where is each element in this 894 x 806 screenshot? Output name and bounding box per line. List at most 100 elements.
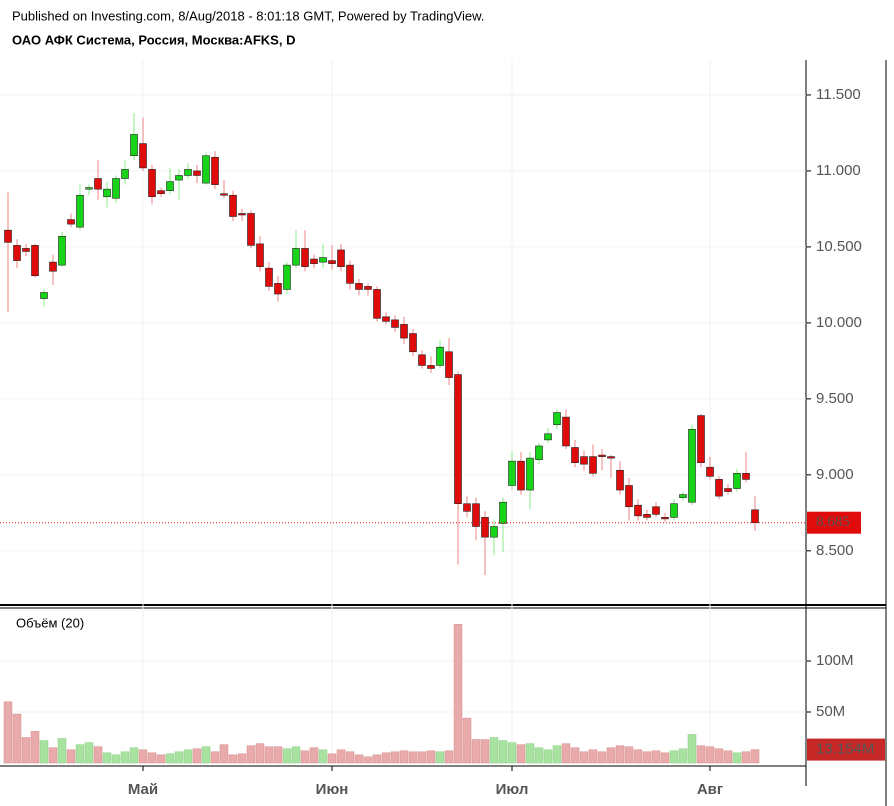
candle-body bbox=[580, 456, 588, 465]
candle-body bbox=[400, 324, 408, 339]
volume-bar bbox=[219, 744, 229, 764]
volume-bar bbox=[714, 748, 724, 764]
candle-body bbox=[85, 187, 93, 190]
volume-bar bbox=[3, 701, 13, 764]
volume-bar bbox=[138, 749, 148, 764]
volume-bar bbox=[264, 746, 274, 764]
candle-body bbox=[139, 143, 147, 169]
volume-bar bbox=[201, 746, 211, 764]
candle-body bbox=[553, 412, 561, 425]
y-tick-label: 10.500 bbox=[816, 238, 862, 255]
x-tick-label: Май bbox=[128, 781, 158, 798]
volume-bar bbox=[174, 751, 184, 764]
volume-bar bbox=[237, 753, 247, 764]
candle-body bbox=[364, 286, 372, 290]
x-tick-label: Июн bbox=[316, 781, 349, 798]
candle-body bbox=[148, 169, 156, 198]
candle-body bbox=[634, 504, 642, 517]
volume-bar bbox=[399, 750, 409, 764]
volume-bar bbox=[147, 752, 157, 764]
candle-body bbox=[697, 415, 705, 463]
volume-bar bbox=[390, 751, 400, 764]
volume-tag-label: 13.154M bbox=[816, 741, 874, 758]
volume-bar bbox=[543, 749, 553, 764]
y-tick-label: 11.000 bbox=[816, 162, 861, 179]
volume-bar bbox=[489, 737, 499, 764]
candle-body bbox=[22, 248, 30, 252]
candle-body bbox=[499, 501, 507, 524]
candle-body bbox=[733, 473, 741, 489]
volume-bar bbox=[552, 745, 562, 764]
candle-body bbox=[598, 454, 606, 457]
candle-body bbox=[742, 473, 750, 480]
candle-body bbox=[427, 365, 435, 369]
volume-bar bbox=[381, 752, 391, 764]
price-tag bbox=[807, 511, 861, 534]
y-tick-label: 9.500 bbox=[816, 390, 854, 407]
volume-bar bbox=[255, 743, 265, 764]
volume-bar bbox=[21, 737, 31, 764]
volume-bar bbox=[129, 747, 139, 764]
volume-bar bbox=[336, 749, 346, 764]
candle-body bbox=[490, 526, 498, 538]
volume-bar bbox=[111, 754, 121, 764]
candle-body bbox=[301, 248, 309, 267]
volume-bar bbox=[615, 745, 625, 764]
volume-bar bbox=[651, 750, 661, 764]
candle-body bbox=[31, 245, 39, 277]
y-tick-label: 9.000 bbox=[816, 466, 854, 483]
candle-body bbox=[220, 193, 228, 196]
volume-bar bbox=[318, 749, 328, 764]
candle-body bbox=[184, 169, 192, 176]
volume-bar bbox=[561, 743, 571, 764]
volume-bar bbox=[39, 740, 49, 764]
volume-bar bbox=[300, 750, 310, 764]
volume-bar bbox=[246, 745, 256, 764]
volume-bar bbox=[120, 751, 130, 764]
volume-bar bbox=[435, 751, 445, 764]
candle-body bbox=[121, 169, 129, 179]
volume-bar bbox=[273, 746, 283, 764]
volume-bar bbox=[192, 748, 202, 764]
volume-bar bbox=[642, 751, 652, 764]
candle-body bbox=[562, 416, 570, 447]
volume-bar bbox=[84, 742, 94, 764]
candle-body bbox=[202, 155, 210, 184]
volume-bar bbox=[516, 744, 526, 764]
volume-bar bbox=[534, 747, 544, 764]
candle-body bbox=[751, 509, 759, 524]
volume-bar bbox=[741, 751, 751, 764]
candle-body bbox=[463, 503, 471, 512]
candle-body bbox=[229, 194, 237, 217]
candle-body bbox=[724, 488, 732, 492]
volume-bar bbox=[597, 751, 607, 764]
candle-body bbox=[571, 447, 579, 463]
volume-bar bbox=[327, 753, 337, 764]
candle-body bbox=[526, 457, 534, 491]
published: Published on Investing.com, 8/Aug/2018 -… bbox=[12, 8, 484, 23]
candle-body bbox=[58, 235, 66, 266]
candle-body bbox=[391, 319, 399, 328]
x-tick-label: Авг bbox=[697, 781, 723, 798]
candle-body bbox=[49, 261, 57, 272]
candle-body bbox=[418, 354, 426, 366]
volume-bar bbox=[309, 747, 319, 764]
volume-bar bbox=[444, 750, 454, 764]
candle-body bbox=[130, 134, 138, 157]
candle-body bbox=[103, 188, 111, 198]
volume-bar bbox=[210, 751, 220, 764]
candle-body bbox=[211, 156, 219, 185]
volume-bar bbox=[507, 742, 517, 764]
candle-body bbox=[166, 181, 174, 191]
candle-body bbox=[373, 289, 381, 319]
volume-bar bbox=[75, 744, 85, 764]
candle-body bbox=[274, 283, 282, 295]
candle-body bbox=[517, 460, 525, 491]
volume-bar bbox=[12, 713, 22, 764]
volume-bar bbox=[156, 754, 166, 764]
volume-bar bbox=[498, 740, 508, 764]
volume-title: Объём (20) bbox=[16, 615, 84, 630]
candle-body bbox=[706, 466, 714, 477]
volume-bar bbox=[372, 754, 382, 764]
candle-body bbox=[310, 258, 318, 264]
